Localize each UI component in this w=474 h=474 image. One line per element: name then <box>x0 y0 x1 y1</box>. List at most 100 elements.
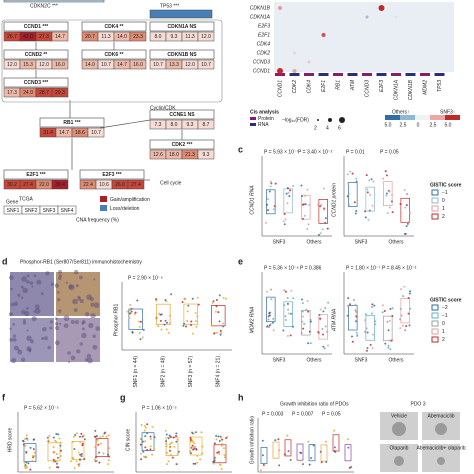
label: SNF1 <box>7 208 20 214</box>
point <box>107 434 110 437</box>
tissue <box>86 353 92 359</box>
point <box>55 452 58 455</box>
label: 10.7 <box>201 62 211 68</box>
point <box>302 327 305 330</box>
point <box>388 320 391 323</box>
scale-cell <box>445 115 460 120</box>
point <box>389 339 392 342</box>
label: RB1 <box>335 80 341 90</box>
label: HRD score <box>7 428 13 453</box>
point <box>268 314 271 317</box>
point <box>288 195 291 198</box>
point <box>353 201 356 204</box>
tissue <box>92 344 98 350</box>
label: −2 <box>442 305 448 311</box>
label: P = 8.45 × 10⁻² <box>382 265 417 271</box>
label: CDKN1A <box>393 79 399 100</box>
point <box>176 452 179 455</box>
point <box>403 188 406 191</box>
box <box>400 297 410 324</box>
point <box>391 194 394 197</box>
sw <box>431 304 439 311</box>
point <box>73 447 76 450</box>
tissue <box>92 334 96 338</box>
point <box>212 462 215 465</box>
point <box>52 451 55 454</box>
point <box>185 325 188 328</box>
label: CDK4 <box>306 80 312 94</box>
label: 10.7 <box>101 62 111 68</box>
point <box>79 435 82 438</box>
point <box>300 298 303 301</box>
point <box>138 320 141 323</box>
point <box>142 328 145 331</box>
label: CCND1 <box>253 68 270 74</box>
point <box>372 333 375 336</box>
organoid <box>394 456 404 466</box>
point <box>213 459 216 462</box>
label: f <box>2 392 6 402</box>
tissue <box>73 308 78 312</box>
tissue <box>21 276 27 282</box>
point <box>266 325 269 328</box>
label: Gain/amplification <box>110 197 150 203</box>
tissue <box>84 312 90 317</box>
tissue <box>26 335 32 341</box>
point <box>306 228 309 231</box>
label: 0 <box>442 321 445 327</box>
label: 7.3 <box>155 122 162 128</box>
cna-cell <box>197 149 215 160</box>
point <box>183 297 186 300</box>
point <box>304 203 307 206</box>
tissue <box>26 329 29 332</box>
label: ATM <box>350 79 356 91</box>
label: Cell cycle <box>160 180 182 186</box>
point <box>175 463 178 466</box>
point <box>321 228 324 231</box>
sw <box>431 205 439 212</box>
point <box>101 435 104 438</box>
tissue <box>49 320 54 324</box>
tissue <box>17 348 21 352</box>
point <box>274 439 277 442</box>
point <box>400 314 403 317</box>
tissue <box>50 282 55 286</box>
type-strip <box>347 73 358 76</box>
point <box>278 464 281 467</box>
point <box>286 434 289 437</box>
label: Protein <box>258 116 274 122</box>
ihc-image <box>56 272 100 316</box>
label: SNF3 <box>273 239 286 245</box>
label: Others <box>306 239 322 245</box>
tissue <box>22 321 27 325</box>
point <box>78 462 81 465</box>
point <box>346 314 349 317</box>
point <box>371 347 374 350</box>
label: TP53 <box>437 80 443 92</box>
point <box>289 189 292 192</box>
point <box>52 436 55 439</box>
node-label-box <box>79 169 145 180</box>
tissue <box>9 337 14 342</box>
size-dot <box>339 117 345 123</box>
tissue <box>67 351 71 355</box>
label: 1 <box>442 206 445 212</box>
point <box>170 441 173 444</box>
node-label-box <box>3 21 69 32</box>
type-strip <box>275 73 285 76</box>
label: 15.3 <box>23 62 33 68</box>
tissue <box>54 322 59 326</box>
point <box>166 463 169 466</box>
point <box>386 320 389 323</box>
point <box>95 435 98 438</box>
label: 27.4 <box>23 182 33 188</box>
tissue <box>54 340 60 346</box>
point <box>163 323 166 326</box>
point <box>319 232 322 235</box>
point <box>52 446 55 449</box>
point <box>167 331 170 334</box>
label: 16.0 <box>133 62 143 68</box>
scale-cell <box>385 115 400 120</box>
label: Others <box>388 239 404 245</box>
